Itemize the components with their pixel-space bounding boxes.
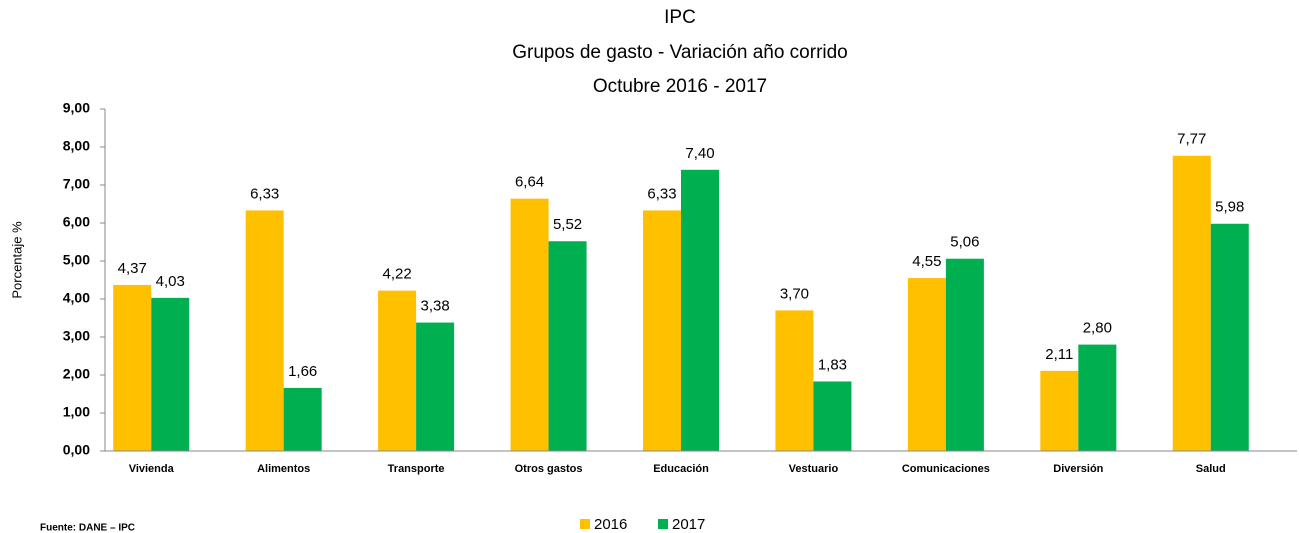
legend-swatch bbox=[580, 519, 590, 529]
value-label: 2,80 bbox=[1083, 320, 1112, 337]
y-tick-label: 5,00 bbox=[63, 252, 90, 268]
y-tick-label: 8,00 bbox=[63, 138, 90, 154]
value-label: 5,52 bbox=[553, 216, 582, 233]
value-label: 4,22 bbox=[383, 266, 412, 283]
value-label: 3,38 bbox=[421, 298, 450, 315]
bar bbox=[151, 297, 190, 451]
y-tick-label: 7,00 bbox=[63, 176, 90, 192]
y-axis-label: Porcentaje % bbox=[9, 221, 24, 299]
x-tick-label: Alimentos bbox=[257, 463, 310, 475]
value-label: 7,77 bbox=[1177, 131, 1206, 148]
value-label: 5,98 bbox=[1215, 199, 1244, 216]
chart-title: Grupos de gasto - Variación año corrido bbox=[512, 42, 848, 63]
bar bbox=[510, 198, 549, 451]
x-tick-label: Diversión bbox=[1053, 463, 1103, 475]
bar bbox=[416, 322, 455, 451]
value-label: 4,03 bbox=[156, 273, 185, 290]
bar bbox=[113, 284, 152, 451]
value-label: 2,11 bbox=[1045, 346, 1073, 363]
legend-label: 2016 bbox=[594, 516, 627, 533]
y-tick-label: 6,00 bbox=[63, 214, 90, 230]
y-tick-label: 1,00 bbox=[63, 404, 90, 420]
value-label: 4,37 bbox=[118, 260, 147, 277]
bar bbox=[378, 290, 417, 451]
bar bbox=[813, 381, 852, 451]
x-tick-label: Comunicaciones bbox=[902, 463, 990, 475]
bar bbox=[548, 241, 587, 451]
legend-swatch bbox=[658, 519, 668, 529]
value-label: 6,33 bbox=[647, 185, 676, 202]
value-label: 6,33 bbox=[250, 185, 279, 202]
value-label: 1,66 bbox=[288, 363, 317, 380]
value-label: 1,83 bbox=[818, 356, 847, 373]
value-label: 5,06 bbox=[950, 234, 979, 251]
bar bbox=[1172, 155, 1211, 452]
y-tick-label: 3,00 bbox=[63, 328, 90, 344]
bar bbox=[1040, 370, 1079, 451]
x-tick-label: Vestuario bbox=[789, 463, 839, 475]
bar bbox=[945, 258, 984, 451]
value-label: 6,64 bbox=[515, 174, 544, 191]
y-tick-label: 2,00 bbox=[63, 366, 90, 382]
bar bbox=[643, 210, 681, 451]
value-label: 4,55 bbox=[912, 253, 941, 270]
value-label: 7,40 bbox=[685, 145, 714, 162]
bar bbox=[1210, 223, 1249, 451]
value-label: 3,70 bbox=[780, 285, 809, 302]
bar bbox=[1078, 344, 1117, 451]
x-tick-label: Salud bbox=[1196, 463, 1226, 475]
x-tick-label: Vivienda bbox=[129, 463, 175, 475]
chart-title: IPC bbox=[664, 7, 696, 28]
bar bbox=[283, 387, 322, 451]
source: Fuente: DANE – IPC bbox=[40, 523, 135, 533]
y-tick-label: 4,00 bbox=[63, 290, 90, 306]
chart-title: Octubre 2016 - 2017 bbox=[593, 76, 767, 97]
x-tick-label: Otros gastos bbox=[515, 463, 583, 475]
y-tick-label: 9,00 bbox=[63, 100, 90, 116]
x-tick-label: Transporte bbox=[388, 463, 445, 475]
bar bbox=[775, 310, 814, 451]
y-tick-label: 0,00 bbox=[63, 442, 90, 458]
bar bbox=[681, 169, 719, 452]
legend-label: 2017 bbox=[672, 516, 705, 533]
x-tick-label: Educación bbox=[653, 463, 709, 475]
bar bbox=[245, 210, 284, 451]
bar bbox=[907, 278, 946, 451]
